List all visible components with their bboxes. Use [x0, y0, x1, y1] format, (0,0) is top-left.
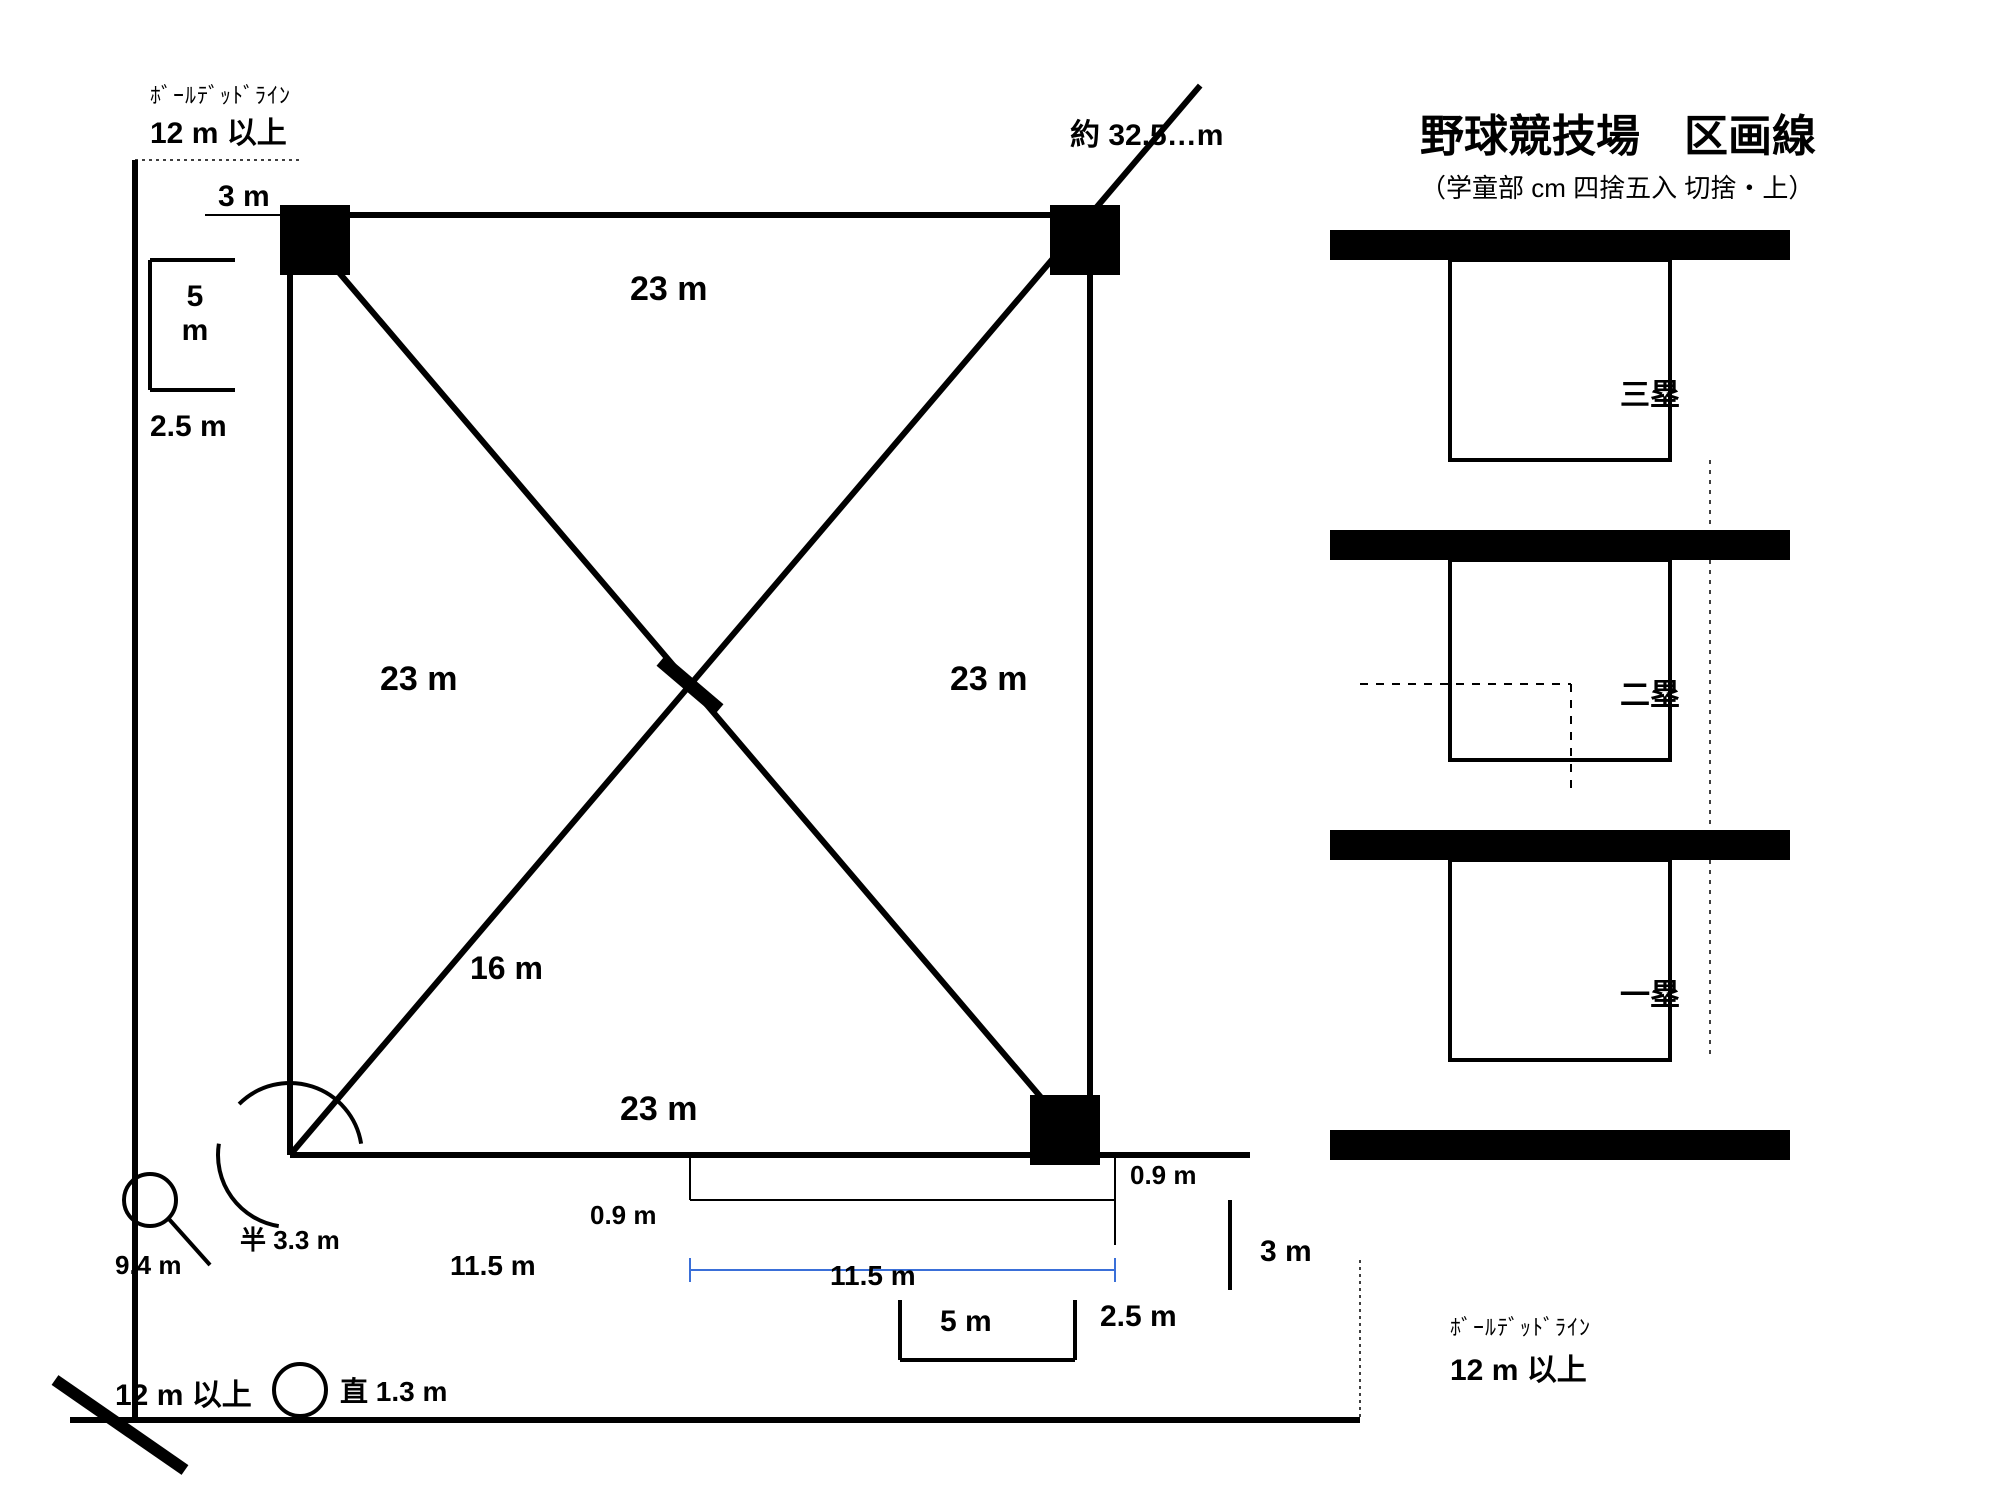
twelve-plus-top: 12 m 以上	[150, 108, 287, 152]
side-bottom-23m: 23 m	[620, 1090, 698, 1129]
approx-diag: 約 32.5…m	[1070, 110, 1223, 154]
eleven-half-a: 11.5 m	[450, 1250, 536, 1282]
twelve-plus-br: 12 m 以上	[1450, 1345, 1587, 1389]
five-m-left: 5m	[170, 280, 220, 348]
dia-one-three: 直 1.3 m	[340, 1370, 447, 1410]
eleven-half-b: 11.5 m	[830, 1260, 916, 1292]
point-nine-left: 0.9 m	[590, 1200, 657, 1231]
ball-dead-label-br: ﾎﾞｰﾙﾃﾞｯﾄﾞﾗｲﾝ	[1450, 1310, 1591, 1342]
first-base-label: 一塁	[1620, 970, 1680, 1014]
three-m-top: 3 m	[218, 180, 270, 214]
three-m-bottom: 3 m	[1260, 1235, 1312, 1269]
two-half-m-bottom: 2.5 m	[1100, 1300, 1177, 1334]
two-half-m-left: 2.5 m	[150, 410, 227, 444]
second-base-label: 二塁	[1620, 670, 1680, 714]
point-nine-right: 0.9 m	[1130, 1160, 1197, 1191]
twelve-plus-bl: 12 m 以上	[115, 1370, 252, 1414]
nine-four: 9.4 m	[115, 1250, 182, 1281]
side-left-23m: 23 m	[380, 660, 458, 699]
half-three-three: 半 3.3 m	[240, 1220, 340, 1257]
ball-dead-label-top: ﾎﾞｰﾙﾃﾞｯﾄﾞﾗｲﾝ	[150, 78, 291, 110]
diagram-svg	[0, 0, 2000, 1500]
diagram-stage: 野球競技場 区画線 （学童部 cm 四捨五入 切捨・上） ﾎﾞｰﾙﾃﾞｯﾄﾞﾗｲ…	[0, 0, 2000, 1500]
five-m-bottom: 5 m	[940, 1305, 992, 1339]
side-right-23m: 23 m	[950, 660, 1028, 699]
side-top-23m: 23 m	[630, 270, 708, 309]
diag-16m: 16 m	[470, 950, 543, 987]
third-base-label: 三塁	[1620, 370, 1680, 414]
